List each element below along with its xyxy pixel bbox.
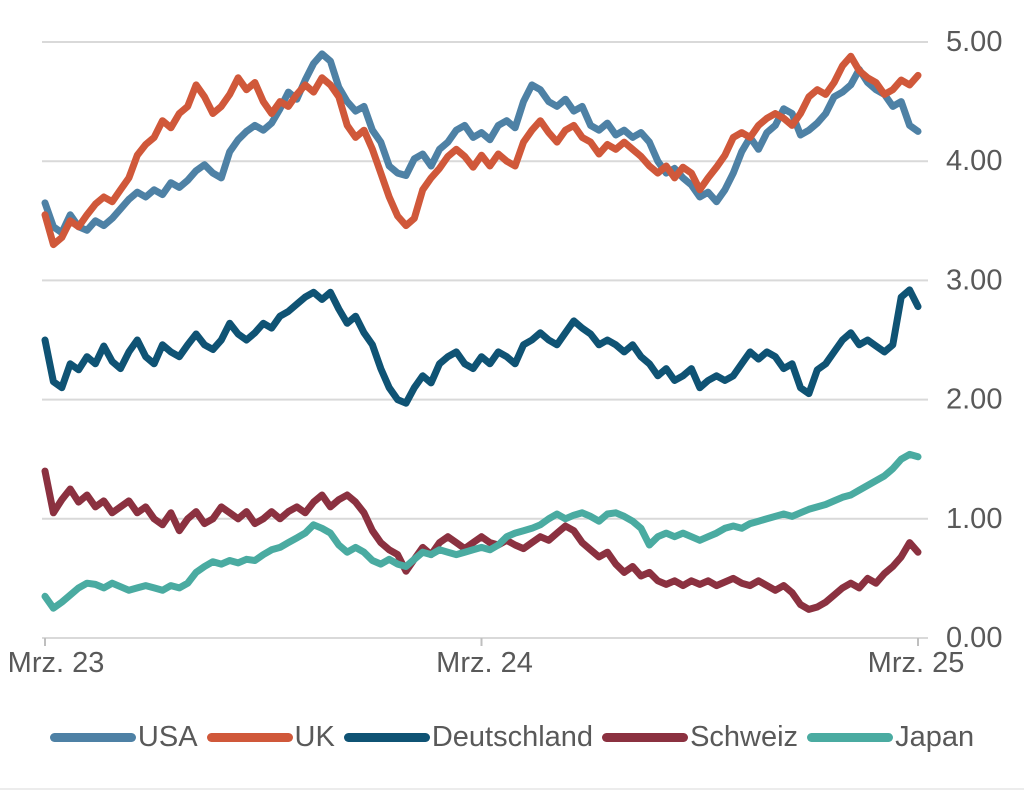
legend-item-schweiz: Schweiz	[602, 720, 799, 753]
legend-swatch-uk	[206, 732, 293, 742]
legend-swatch-schweiz	[602, 732, 689, 742]
legend-item-japan: Japan	[807, 720, 975, 753]
legend-label-deutschland: Deutschland	[431, 720, 594, 753]
series-line-schweiz	[41, 467, 922, 613]
legend-item-uk: UK	[206, 720, 335, 753]
legend-item-usa: USA	[49, 720, 198, 753]
x-axis-label: Mrz. 24	[436, 647, 533, 679]
x-axis-label: Mrz. 25	[868, 647, 965, 679]
chart-legend: USA UK Deutschland Schweiz Japan	[0, 716, 1024, 758]
series-line-uk	[41, 52, 922, 249]
x-axis-label: Mrz. 23	[8, 647, 105, 679]
legend-swatch-usa	[49, 732, 136, 742]
legend-item-deutschland: Deutschland	[343, 720, 594, 753]
legend-label-uk: UK	[294, 720, 335, 753]
y-axis-label: 1.00	[946, 503, 1002, 535]
series-line-japan	[41, 450, 922, 612]
legend-label-schweiz: Schweiz	[690, 720, 799, 753]
bottom-divider	[0, 788, 1024, 790]
y-axis-label: 2.00	[946, 384, 1002, 416]
series-line-deutschland	[41, 286, 922, 407]
legend-label-usa: USA	[137, 720, 198, 753]
y-axis-label: 5.00	[946, 26, 1002, 58]
legend-label-japan: Japan	[895, 720, 975, 753]
y-axis-label: 0.00	[946, 622, 1002, 654]
y-axis-label: 4.00	[946, 145, 1002, 177]
line-chart-svg: 0.00 1.00 2.00 3.00 4.00 5.00 Mrz. 23 Mrz. 24 Mr…	[8, 26, 1003, 679]
legend-swatch-japan	[807, 732, 894, 742]
series-line-usa	[41, 50, 922, 237]
y-axis-label: 3.00	[946, 264, 1002, 296]
legend-swatch-deutschland	[343, 732, 430, 742]
